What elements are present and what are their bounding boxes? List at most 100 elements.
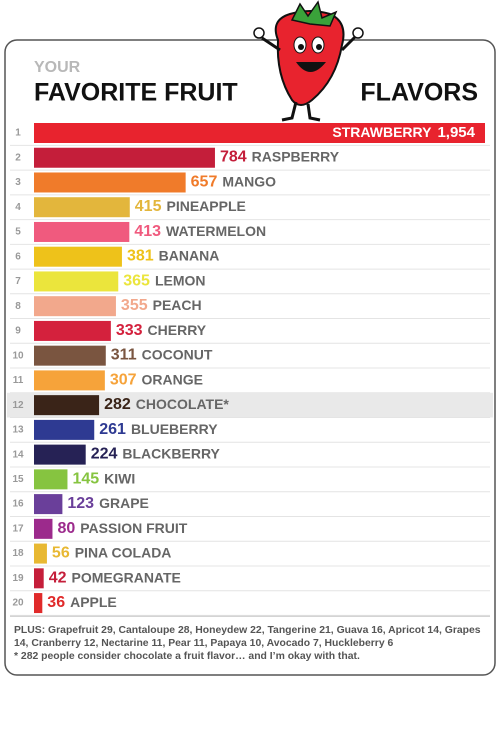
bar-label: 381 BANANA bbox=[127, 247, 219, 265]
bar bbox=[34, 518, 53, 539]
bar bbox=[34, 593, 43, 614]
category-label: BLUEBERRY bbox=[131, 421, 218, 437]
bar-label: 36 APPLE bbox=[47, 594, 116, 612]
rank-label: 15 bbox=[12, 474, 24, 485]
bar-label: 355 PEACH bbox=[121, 297, 202, 315]
rank-label: 4 bbox=[15, 202, 21, 213]
rank-label: 9 bbox=[15, 326, 21, 337]
bar bbox=[34, 197, 130, 218]
value-label: 145 bbox=[72, 471, 99, 488]
category-label: GRAPE bbox=[99, 495, 149, 511]
bar-label: 42 POMEGRANATE bbox=[49, 569, 181, 587]
value-label: 307 bbox=[110, 372, 137, 389]
bar bbox=[34, 568, 44, 589]
category-label: PEACH bbox=[153, 297, 202, 313]
value-label: 311 bbox=[111, 347, 137, 364]
category-label: CHOCOLATE* bbox=[136, 396, 230, 412]
bar-label: 261 BLUEBERRY bbox=[99, 421, 218, 439]
rank-label: 17 bbox=[12, 523, 24, 534]
plus-note: PLUS: Grapefruit 29, Cantaloupe 28, Hone… bbox=[14, 625, 481, 649]
bar bbox=[34, 419, 95, 440]
value-label: 381 bbox=[127, 248, 154, 265]
bar-label: 415 PINEAPPLE bbox=[135, 198, 246, 216]
value-label: 784 bbox=[220, 149, 247, 166]
bar-label: 311 COCONUT bbox=[111, 346, 213, 364]
chart-title-end: FLAVORS bbox=[360, 79, 478, 107]
rank-label: 1 bbox=[15, 128, 21, 139]
category-label: RASPBERRY bbox=[252, 148, 340, 164]
value-label: 36 bbox=[47, 594, 65, 611]
rank-label: 12 bbox=[12, 400, 24, 411]
bar bbox=[34, 469, 68, 490]
category-label: LEMON bbox=[155, 272, 206, 288]
bar-label: 80 PASSION FRUIT bbox=[57, 520, 187, 538]
category-label: PINA COLADA bbox=[75, 544, 172, 560]
bar bbox=[34, 246, 122, 267]
category-label: BLACKBERRY bbox=[122, 445, 220, 461]
value-label: 657 bbox=[191, 174, 218, 191]
category-label: COCONUT bbox=[142, 346, 213, 362]
category-label: CHERRY bbox=[148, 322, 207, 338]
value-label: 80 bbox=[57, 520, 75, 537]
category-label: KIWI bbox=[104, 470, 135, 486]
value-label: 355 bbox=[121, 297, 148, 314]
category-label: MANGO bbox=[222, 173, 276, 189]
rank-label: 2 bbox=[15, 152, 21, 163]
bar bbox=[34, 494, 63, 515]
bar bbox=[34, 444, 86, 465]
rank-label: 3 bbox=[15, 177, 21, 188]
bar bbox=[34, 296, 116, 317]
chart-title: FAVORITE FRUIT bbox=[34, 79, 238, 107]
bar bbox=[34, 395, 100, 416]
value-label: 261 bbox=[99, 421, 126, 438]
bar bbox=[34, 123, 485, 143]
rank-label: 19 bbox=[12, 573, 24, 584]
value-label: 415 bbox=[135, 198, 162, 215]
bar-label: 784 RASPBERRY bbox=[220, 148, 340, 166]
bar-label: 224 BLACKBERRY bbox=[91, 445, 221, 463]
category-label: APPLE bbox=[70, 594, 117, 610]
value-label: 224 bbox=[91, 446, 118, 463]
value-label: 365 bbox=[123, 273, 150, 290]
category-label: ORANGE bbox=[142, 371, 203, 387]
rank-label: 5 bbox=[15, 227, 21, 238]
bar bbox=[34, 172, 186, 193]
bar bbox=[34, 320, 111, 341]
bar-label: 657 MANGO bbox=[191, 173, 276, 191]
bar-label: 282 CHOCOLATE* bbox=[104, 396, 229, 414]
value-label: 56 bbox=[52, 545, 70, 562]
bar-label: 307 ORANGE bbox=[110, 371, 203, 389]
category-label: WATERMELON bbox=[166, 223, 266, 239]
rank-label: 6 bbox=[15, 251, 21, 262]
rank-label: 13 bbox=[12, 425, 24, 436]
rank-label: 8 bbox=[15, 301, 21, 312]
rank-label: 20 bbox=[12, 598, 24, 609]
subtitle: YOUR bbox=[34, 59, 81, 76]
category-label: PASSION FRUIT bbox=[80, 520, 188, 536]
bar bbox=[34, 147, 215, 168]
rank-label: 10 bbox=[12, 350, 24, 361]
bar-label: 365 LEMON bbox=[123, 272, 205, 290]
rank-label: 18 bbox=[12, 548, 24, 559]
rank-label: 16 bbox=[12, 499, 24, 510]
bar bbox=[34, 345, 106, 366]
value-label: 123 bbox=[67, 495, 94, 512]
bar bbox=[34, 543, 47, 564]
rank-label: 14 bbox=[12, 449, 24, 460]
footnote: * 282 people consider chocolate a fruit … bbox=[14, 651, 360, 662]
rank-label: 7 bbox=[15, 276, 21, 287]
rank-label: 11 bbox=[13, 375, 24, 386]
mascot bbox=[253, 0, 364, 122]
bar-label: STRAWBERRY 1,954 bbox=[332, 124, 475, 141]
bar-label: 123 GRAPE bbox=[67, 495, 149, 513]
value-label: 282 bbox=[104, 396, 131, 413]
bar-label: 333 CHERRY bbox=[116, 322, 207, 340]
bar-label: 413 WATERMELON bbox=[134, 223, 266, 241]
bar bbox=[34, 271, 119, 292]
value-label: 333 bbox=[116, 322, 143, 339]
bar-label: 56 PINA COLADA bbox=[52, 544, 172, 562]
category-label: BANANA bbox=[159, 247, 220, 263]
